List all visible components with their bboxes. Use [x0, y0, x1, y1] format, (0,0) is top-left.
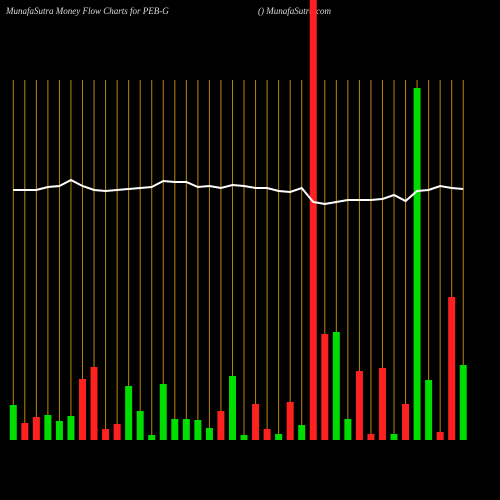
bar — [182, 419, 190, 440]
bar — [321, 334, 329, 440]
money-flow-line — [13, 178, 464, 206]
bar — [228, 376, 236, 440]
bar — [425, 380, 433, 440]
bar — [344, 419, 352, 440]
bar — [367, 434, 375, 440]
bar — [9, 405, 17, 440]
bar — [355, 371, 363, 440]
bar — [263, 429, 271, 440]
bar — [298, 425, 306, 440]
bar — [436, 432, 444, 440]
bar — [148, 435, 156, 440]
bar — [252, 404, 260, 440]
bar — [286, 402, 294, 440]
bar — [44, 415, 52, 440]
bar — [32, 417, 40, 440]
bar — [275, 434, 283, 440]
bar — [332, 332, 340, 440]
chart-title: MunafaSutra Money Flow Charts for PEB-G — [5, 6, 169, 16]
bar — [459, 365, 467, 440]
bar — [402, 404, 410, 440]
bar — [102, 429, 110, 440]
chart-subtitle: () MunafaSutra.com — [258, 6, 331, 16]
bar — [159, 384, 167, 440]
bar — [55, 421, 63, 440]
bar — [171, 419, 179, 440]
bar — [194, 420, 202, 440]
bar — [113, 424, 121, 440]
bar — [413, 88, 421, 440]
bar — [125, 386, 133, 440]
bar — [67, 416, 75, 440]
bar — [309, 0, 317, 440]
bar — [217, 411, 225, 440]
bar — [78, 379, 86, 440]
bar — [378, 368, 386, 440]
bar — [240, 435, 248, 440]
bar — [448, 297, 456, 440]
bar — [21, 423, 29, 440]
bar — [205, 428, 213, 440]
bar — [390, 434, 398, 440]
bar — [136, 411, 144, 440]
bar — [90, 367, 98, 440]
